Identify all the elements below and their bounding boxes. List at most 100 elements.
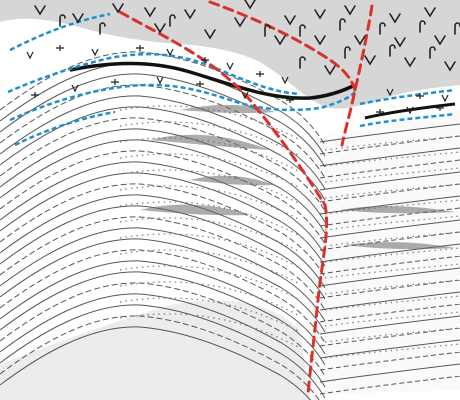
hook-symbol-icon [264,24,271,37]
stratum-line [0,161,326,256]
v-symbol-icon [234,17,246,28]
stratum-line [319,135,460,155]
lens-body [340,205,455,214]
stratum-line [0,73,326,168]
blue-marker-horizons [7,12,456,147]
stratum-line [0,205,326,300]
stratum-line [319,315,460,335]
v-symbol-icon [424,7,436,18]
lens-body [190,175,275,186]
cross-mark-icon [416,93,424,99]
v-symbol-icon [156,76,164,85]
hook-symbol-icon [339,18,346,31]
v-symbol-icon [34,5,46,16]
dotted-stratum [324,343,460,359]
v-symbol-icon [184,9,196,20]
cross-mark-icon [201,57,209,63]
dotted-stratum [324,295,460,311]
v-symbol-icon [434,35,446,46]
stratum-line [319,207,460,227]
v-symbol-icon [72,13,84,24]
v-symbol-icon [241,91,249,100]
stratum-line [319,351,460,371]
v-symbol-icon [344,5,356,16]
stratum-line [0,238,326,333]
v-symbol-icon [444,61,456,72]
hook-symbol-icon [59,14,66,27]
lens-body [140,204,250,216]
stratum-line [319,243,460,263]
stratum-line [0,260,326,355]
v-symbol-icon [324,65,336,76]
dotted-stratum [324,279,460,295]
blue-horizon [359,112,456,128]
dotted-stratum [119,169,301,205]
dotted-stratum [324,311,460,327]
v-symbol-icon [226,62,234,71]
stratum-line [0,315,320,400]
v-symbol-icon [394,37,406,48]
stratum-line [319,183,460,203]
hook-symbol-icon [299,56,306,69]
blue-horizon [9,83,356,122]
hook-symbol-icon [99,22,106,35]
v-symbol-icon [71,84,79,93]
v-symbol-icon [314,35,326,46]
cross-mark-icon [136,45,144,51]
stratum-line [319,279,460,299]
stratum-line [0,51,326,146]
cross-mark-icon [56,45,64,51]
stratum-line [0,106,326,201]
basement-shadow [0,300,310,400]
right-fault-block [305,110,460,395]
dotted-stratum [119,153,301,189]
stratum-line [319,267,460,287]
stratum-line [0,227,326,322]
stratum-line [0,183,326,278]
stratum-line [0,84,326,179]
hook-symbol-icon [389,44,396,57]
stratum-line [319,159,460,179]
stratum-line [0,282,326,377]
hook-symbol-icon [419,20,426,33]
lens-body [150,134,270,150]
stratum-line [0,326,311,400]
stratum-line [0,216,326,311]
stratum-line [0,249,326,344]
cross-mark-icon [111,79,119,85]
v-symbol-icon [404,57,416,68]
cross-mark-icon [436,105,444,111]
v-symbol-icon [26,51,34,60]
cross-mark-icon [31,92,39,98]
dotted-stratum [324,263,460,279]
stratum-line [319,171,460,191]
blue-horizon [359,88,456,106]
dotted-stratum [324,231,460,247]
v-symbol-icon [441,94,449,103]
v-symbol-icon [274,35,286,46]
v-symbol-icon [112,3,124,14]
fault-line-right [340,4,374,147]
hook-symbol-icon [344,46,351,59]
strata-right-block [319,123,460,395]
v-symbol-icon [406,106,414,115]
dotted-stratum [324,199,460,215]
stratum-line [0,117,326,212]
v-symbol-icon [364,55,376,66]
hook-symbol-icon [429,46,436,59]
strata-annotation-marks [26,45,449,115]
stratum-line [0,271,326,366]
dotted-strata [119,105,460,359]
stratum-line [319,327,460,347]
stratum-line [319,231,460,251]
stratum-line [319,147,460,167]
dotted-stratum [324,327,460,343]
stratum-line [319,339,460,359]
v-symbol-icon [389,13,401,24]
dotted-stratum [324,135,460,151]
hook-symbol-icon [379,22,386,35]
v-symbol-icon [354,35,366,46]
v-symbol-icon [386,88,394,97]
